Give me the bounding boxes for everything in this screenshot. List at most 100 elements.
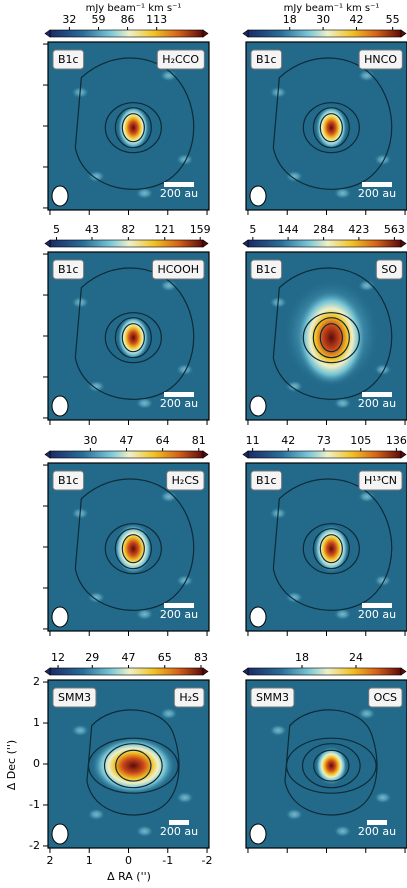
contour (103, 743, 163, 789)
label-box (52, 687, 97, 708)
contour (272, 57, 393, 190)
map: 200 au (246, 42, 407, 210)
colorbar-arrow (202, 450, 209, 459)
panel: 200 au B1c H₂CS 30 47 64 81 (43, 434, 210, 636)
noise (285, 170, 304, 183)
contour (285, 737, 377, 794)
y-tick-label: -2 (29, 839, 40, 852)
source-label: B1c (58, 53, 79, 66)
noise (333, 187, 352, 200)
colorbar-tick-label: 64 (156, 434, 170, 447)
colorbar (49, 450, 204, 459)
contour (312, 107, 350, 149)
noise (357, 707, 376, 720)
noise (357, 279, 376, 292)
scale-bar (367, 820, 387, 825)
x-tick-label: 0 (125, 854, 132, 867)
colorbar-arrow (400, 29, 407, 38)
contour (104, 312, 162, 364)
colorbar-tick-label: 113 (146, 13, 167, 26)
colorbar (49, 239, 204, 248)
emission-peak (315, 105, 348, 151)
colorbar (247, 450, 402, 459)
label-box (151, 259, 205, 280)
colorbar-tick-label: 121 (154, 223, 175, 236)
contour (312, 528, 350, 570)
colorbar-arrow (202, 29, 209, 38)
noise (135, 187, 154, 200)
colorbar (49, 667, 204, 676)
colorbar-tick-label: 423 (348, 223, 369, 236)
source-label: B1c (256, 53, 277, 66)
map: 200 au (48, 680, 209, 848)
noise (357, 490, 376, 503)
scale-bar-label: 200 au (160, 825, 198, 838)
colorbar-arrow (44, 667, 51, 676)
map: 200 au (246, 252, 407, 420)
colorbar-tick-label: 83 (194, 651, 208, 664)
source-label: B1c (256, 263, 277, 276)
colorbar-unit: mJy beam⁻¹ km s⁻¹ (284, 3, 380, 14)
y-tick-label: 2 (33, 675, 40, 688)
noise (285, 380, 304, 393)
beam (51, 823, 69, 845)
contour (272, 478, 393, 611)
contour (74, 267, 195, 400)
colorbar-tick-label: 81 (192, 434, 206, 447)
noise (333, 608, 352, 621)
noise (135, 825, 154, 838)
colorbar-tick-label: 30 (316, 13, 330, 26)
colorbar-tick-label: 563 (384, 223, 405, 236)
noise (135, 608, 154, 621)
label-box (250, 49, 283, 70)
emission-peak (296, 289, 367, 386)
colorbar-arrow (400, 239, 407, 248)
molecule-label: OCS (374, 691, 397, 704)
x-tick-label: -2 (202, 854, 213, 867)
colorbar-arrow (242, 667, 249, 676)
x-tick-label: 2 (46, 854, 53, 867)
x-tick-label: -1 (162, 854, 173, 867)
label-box (52, 470, 85, 491)
colorbar (247, 239, 402, 248)
colorbar-tick-label: 47 (122, 651, 136, 664)
label-box (358, 470, 403, 491)
contour (319, 534, 343, 564)
noise (269, 724, 288, 737)
contour (302, 523, 360, 575)
label-box (250, 687, 295, 708)
x-axis-label: Δ RA ('') (107, 870, 151, 883)
label-box (52, 259, 85, 280)
scale-bar-label: 200 au (160, 397, 198, 410)
noise (159, 490, 178, 503)
noise (159, 707, 178, 720)
label-box (250, 259, 283, 280)
scale-bar (164, 182, 194, 187)
source-label: B1c (58, 263, 79, 276)
beam (51, 395, 69, 417)
panel: 200 au SMM3 H₂S 12 29 47 65 83 2 1 0 -1 -2 2 1 0 -1 -2 (29, 651, 212, 867)
molecule-label: H₂S (179, 691, 199, 704)
noise (285, 591, 304, 604)
colorbar (49, 29, 204, 38)
panel: 200 au SMM3 OCS 18 24 (242, 651, 407, 853)
colorbar-arrow (202, 667, 209, 676)
colorbar-tick-label: 159 (190, 223, 211, 236)
colorbar-tick-label: 42 (281, 434, 295, 447)
contour (302, 102, 360, 154)
source-label: B1c (58, 474, 79, 487)
molecule-label: HNCO (364, 53, 397, 66)
contour (319, 323, 343, 353)
contour (284, 709, 378, 816)
contour (272, 267, 393, 400)
contour (121, 113, 145, 143)
source-label: SMM3 (58, 691, 91, 704)
noise (333, 825, 352, 838)
colorbar-tick-label: 82 (121, 223, 135, 236)
scale-bar-label: 200 au (358, 825, 396, 838)
scale-bar (164, 392, 194, 397)
scale-bar (169, 820, 189, 825)
colorbar-tick-label: 136 (386, 434, 407, 447)
map: 200 au (48, 42, 209, 210)
noise (135, 397, 154, 410)
